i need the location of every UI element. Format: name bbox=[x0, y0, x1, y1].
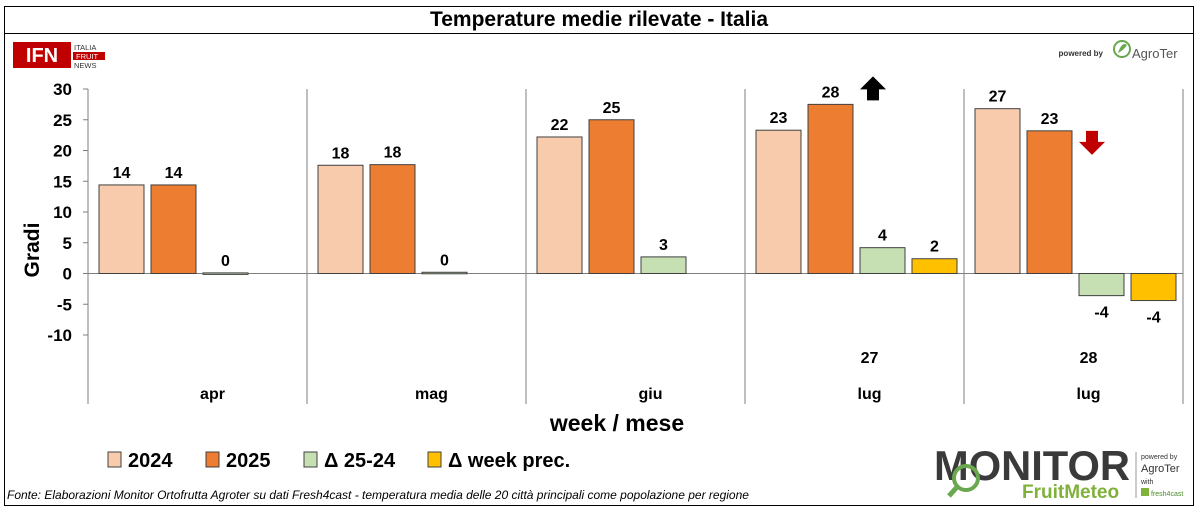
bar-1-lug-27 bbox=[755, 129, 802, 274]
legend-swatch bbox=[427, 451, 442, 468]
data-label: 0 bbox=[440, 252, 449, 269]
data-label: 2 bbox=[930, 239, 939, 256]
chart-title: Temperature medie rilevate - Italia bbox=[5, 7, 1193, 34]
data-label: 3 bbox=[659, 237, 668, 254]
data-label: -4 bbox=[1146, 310, 1160, 327]
up-arrow-icon bbox=[860, 76, 886, 101]
agroter-powered-by: powered by bbox=[1059, 49, 1104, 58]
y-tick-label: 20 bbox=[53, 142, 72, 161]
y-tick-label: 5 bbox=[63, 234, 72, 253]
legend-label: 2025 bbox=[226, 450, 271, 472]
monitor-with: with bbox=[1140, 479, 1154, 486]
agroter-brand: AgroTer bbox=[1132, 46, 1178, 61]
x-tick-label-week: 27 bbox=[861, 350, 879, 367]
legend-swatch bbox=[107, 451, 122, 468]
data-label: 27 bbox=[989, 89, 1007, 106]
bar-1-apr bbox=[98, 184, 145, 274]
y-tick-label: -5 bbox=[57, 295, 72, 314]
fresh4cast-icon bbox=[1141, 488, 1149, 496]
legend-swatch bbox=[205, 451, 220, 468]
data-label: 28 bbox=[822, 84, 840, 101]
data-label: 23 bbox=[1041, 111, 1059, 128]
x-tick-label-month: lug bbox=[1077, 386, 1101, 403]
bar-3-giu bbox=[640, 256, 687, 274]
bar-3-lug-28 bbox=[1078, 273, 1125, 297]
fresh4cast-brand: fresh4cast bbox=[1151, 491, 1183, 498]
data-label: 14 bbox=[113, 165, 131, 182]
ifn-logo: IFN ITALIA FRUIT NEWS bbox=[13, 42, 105, 70]
legend-label: 2024 bbox=[128, 450, 173, 472]
magnifier-icon bbox=[952, 464, 980, 492]
bar-2-lug-28 bbox=[1026, 130, 1073, 274]
bar-2-apr bbox=[150, 184, 197, 274]
bar-2-lug-27 bbox=[807, 103, 854, 274]
y-tick-label: -10 bbox=[47, 326, 72, 345]
ifn-logo-line-2: FRUIT bbox=[76, 52, 98, 61]
bar-3-apr bbox=[202, 272, 249, 275]
y-axis-title: Gradi bbox=[21, 223, 44, 278]
data-label: 18 bbox=[384, 145, 402, 162]
legend-label: Δ 25-24 bbox=[324, 450, 396, 472]
data-label: 25 bbox=[603, 100, 621, 117]
bar-1-giu bbox=[536, 136, 583, 274]
data-label: 4 bbox=[878, 228, 887, 245]
x-tick-label-month: apr bbox=[200, 386, 225, 403]
legend-swatch bbox=[303, 451, 318, 468]
bar-3-mag bbox=[421, 271, 468, 275]
y-tick-label: 15 bbox=[53, 172, 72, 191]
data-label: 22 bbox=[551, 117, 569, 134]
y-tick-label: 0 bbox=[63, 265, 72, 284]
ifn-logo-line-1: ITALIA bbox=[74, 43, 96, 52]
bar-4-lug-28 bbox=[1130, 273, 1177, 302]
ifn-logo-badge bbox=[13, 42, 71, 68]
x-tick-label-month: mag bbox=[415, 386, 448, 403]
bar-1-mag bbox=[317, 164, 364, 274]
legend-label: Δ week prec. bbox=[448, 450, 570, 472]
data-label: 23 bbox=[770, 110, 788, 127]
y-tick-label: 10 bbox=[53, 203, 72, 222]
x-tick-label-week: 28 bbox=[1080, 350, 1098, 367]
monitor-powered-by: powered by bbox=[1141, 454, 1178, 461]
data-label: -4 bbox=[1094, 305, 1108, 322]
bar-2-mag bbox=[369, 164, 416, 275]
bar-1-lug-28 bbox=[974, 108, 1021, 275]
monitor-agroter-brand: AgroTer bbox=[1141, 463, 1180, 475]
source-note: Fonte: Elaborazioni Monitor Ortofrutta A… bbox=[7, 488, 749, 502]
data-label: 0 bbox=[221, 253, 230, 270]
bar-2-giu bbox=[588, 119, 635, 274]
monitor-logo-sub: FruitMeteo bbox=[1022, 482, 1119, 503]
agroter-leaf-icon bbox=[1113, 40, 1131, 58]
down-arrow-icon bbox=[1079, 130, 1105, 155]
data-label: 18 bbox=[332, 145, 350, 162]
ifn-logo-line-3: NEWS bbox=[74, 61, 97, 70]
agroter-logo-top: powered by AgroTer bbox=[1059, 40, 1178, 61]
ifn-logo-mark: IFN bbox=[26, 45, 58, 67]
monitor-fruitmeteo-logo: MONITOR FruitMeteo powered by AgroTer wi… bbox=[934, 442, 1183, 503]
x-tick-label-month: giu bbox=[639, 386, 663, 403]
data-label: 14 bbox=[165, 165, 183, 182]
y-tick-label: 25 bbox=[53, 111, 72, 130]
bar-3-lug-27 bbox=[859, 247, 906, 274]
x-axis-title: week / mese bbox=[549, 410, 684, 436]
y-tick-label: 30 bbox=[53, 80, 72, 99]
x-tick-label-month: lug bbox=[858, 386, 882, 403]
bar-4-lug-27 bbox=[911, 258, 958, 274]
